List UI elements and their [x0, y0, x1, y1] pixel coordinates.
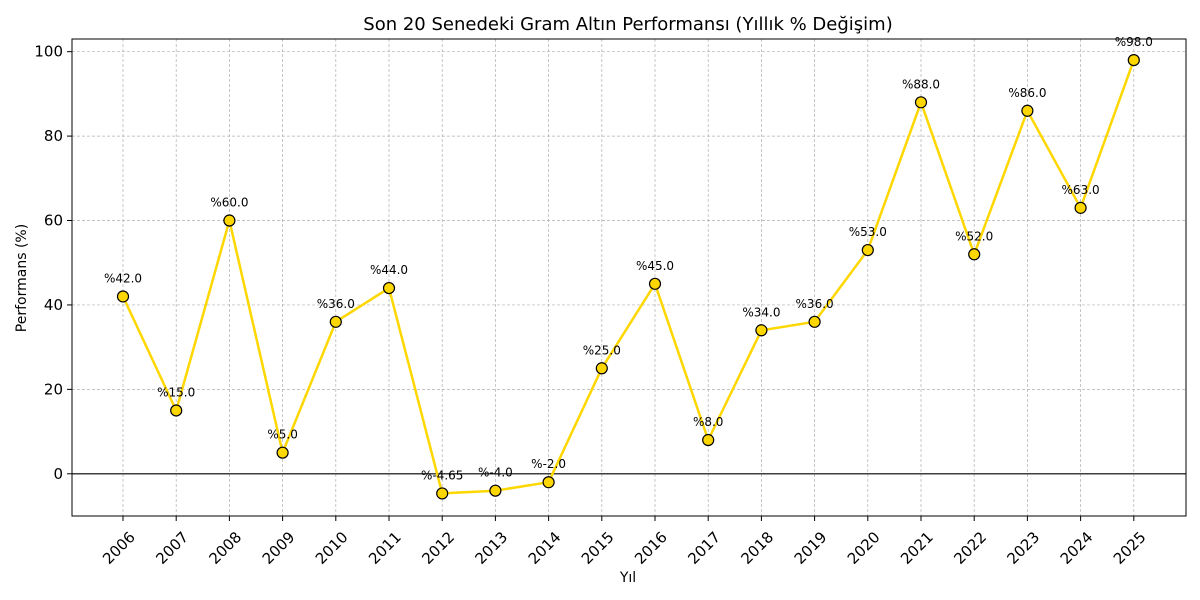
data-point-2007 — [170, 404, 183, 417]
x-tick-label-4: 2010 — [312, 528, 352, 568]
data-point-2022 — [968, 248, 981, 261]
data-point-2013 — [489, 484, 502, 497]
x-tick-label-8: 2014 — [525, 528, 565, 568]
x-tick-label-17: 2023 — [1003, 528, 1043, 568]
data-point-2009 — [276, 446, 289, 459]
grid — [72, 39, 1186, 516]
series-line — [121, 59, 1135, 495]
x-tick-label-11: 2017 — [684, 528, 724, 568]
data-label-2025: %98.0 — [1115, 35, 1153, 49]
x-tick-label-7: 2013 — [471, 528, 511, 568]
data-label-2011: %44.0 — [370, 263, 408, 277]
x-tick-label-19: 2025 — [1110, 528, 1150, 568]
x-tick-label-0: 2006 — [99, 528, 139, 568]
data-points — [116, 54, 1140, 500]
y-axis-ticks: 0 20 40 60 80 100 — [34, 43, 72, 483]
x-tick-label-3: 2009 — [259, 528, 299, 568]
data-label-2019: %36.0 — [796, 297, 834, 311]
y-tick-label-2: 40 — [44, 296, 63, 314]
data-point-2006 — [116, 290, 130, 303]
data-label-2022: %52.0 — [955, 229, 993, 243]
data-label-2017: %8.0 — [693, 415, 724, 429]
x-tick-label-16: 2022 — [950, 528, 990, 568]
x-tick-label-2: 2008 — [205, 528, 245, 568]
data-point-2016 — [648, 277, 662, 290]
y-tick-label-0: 0 — [53, 465, 63, 483]
data-label-2012: %-4.65 — [421, 468, 463, 482]
data-label-2015: %25.0 — [583, 343, 621, 357]
y-axis-label: Performans (%) — [14, 224, 30, 332]
data-label-2021: %88.0 — [902, 77, 940, 91]
data-point-2021 — [914, 96, 928, 109]
data-label-2008: %60.0 — [210, 196, 248, 210]
data-label-2010: %36.0 — [317, 297, 355, 311]
data-label-2013: %-4.0 — [478, 466, 513, 480]
data-point-2010 — [329, 315, 342, 328]
y-tick-label-4: 80 — [44, 127, 63, 145]
data-labels: %42.0 %15.0 %60.0 %5.0 %36.0 %44.0 %-4.65 %-4.0… — [104, 35, 1153, 482]
x-tick-label-9: 2015 — [578, 528, 618, 568]
x-tick-label-12: 2018 — [737, 528, 777, 568]
data-point-2012 — [436, 487, 449, 500]
data-point-2017 — [702, 433, 715, 447]
x-tick-label-10: 2016 — [631, 528, 671, 568]
data-point-2018 — [755, 324, 768, 337]
x-tick-label-5: 2011 — [365, 528, 405, 568]
data-point-2011 — [382, 281, 396, 295]
plot-frame — [71, 38, 1187, 517]
data-point-2014 — [542, 476, 555, 489]
data-point-2020 — [861, 243, 874, 257]
data-label-2024: %63.0 — [1062, 183, 1100, 197]
data-label-2018: %34.0 — [742, 305, 780, 319]
series-line-layer — [121, 59, 1135, 495]
x-tick-label-14: 2020 — [844, 528, 884, 568]
data-point-2019 — [808, 315, 821, 328]
x-tick-label-1: 2007 — [152, 528, 192, 568]
data-label-2009: %5.0 — [267, 428, 298, 442]
x-tick-label-13: 2019 — [791, 528, 831, 568]
data-label-2007: %15.0 — [157, 385, 195, 399]
data-point-2025 — [1127, 54, 1140, 67]
y-tick-label-5: 100 — [34, 43, 63, 61]
data-label-2023: %86.0 — [1008, 86, 1046, 100]
y-tick-label-3: 60 — [44, 212, 63, 230]
data-label-2020: %53.0 — [849, 225, 887, 239]
chart-title: Son 20 Senedeki Gram Altın Performansı (… — [363, 14, 892, 35]
data-point-2023 — [1021, 104, 1034, 117]
data-label-2014: %-2.0 — [531, 457, 566, 471]
data-point-2008 — [223, 214, 236, 227]
x-tick-label-15: 2021 — [897, 528, 937, 568]
x-tick-label-18: 2024 — [1057, 528, 1097, 568]
data-label-2006: %42.0 — [104, 271, 142, 285]
x-axis-ticks: 2006 2007 2008 2009 2010 2011 2012 2013 2014 2015… — [99, 516, 1150, 568]
x-axis-label: Yıl — [619, 570, 636, 586]
data-point-2024 — [1074, 201, 1087, 214]
data-label-2016: %45.0 — [636, 259, 674, 273]
x-tick-label-6: 2012 — [418, 528, 458, 568]
y-tick-label-1: 20 — [44, 380, 63, 398]
data-point-2015 — [595, 362, 608, 375]
